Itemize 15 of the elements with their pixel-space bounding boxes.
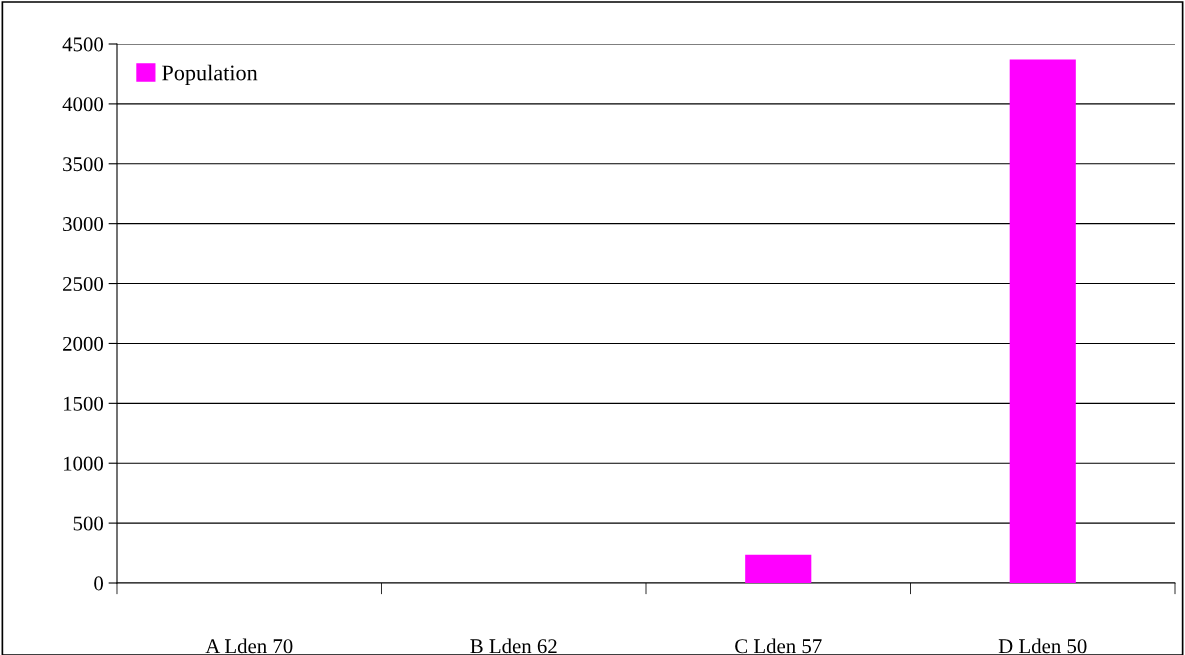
y-tick-label: 2500 [63, 276, 104, 291]
x-tick-label: A Lden 70 [205, 638, 293, 654]
x-tick-label: D Lden 50 [998, 638, 1087, 654]
y-tick-label: 3500 [63, 157, 104, 172]
legend-label: Population [162, 64, 258, 85]
y-tick-label: 3000 [63, 217, 104, 232]
y-tick-label: 0 [94, 576, 104, 591]
x-tick-label: B Lden 62 [470, 638, 557, 654]
y-tick-label: 500 [73, 516, 104, 531]
x-tick-label: C Lden 57 [735, 638, 822, 654]
y-tick-label: 1500 [63, 396, 104, 411]
y-tick-label: 1000 [63, 456, 104, 471]
y-tick-label: 4500 [62, 37, 104, 52]
y-tick-label: 2000 [63, 336, 104, 351]
y-tick-label: 4000 [62, 97, 104, 112]
